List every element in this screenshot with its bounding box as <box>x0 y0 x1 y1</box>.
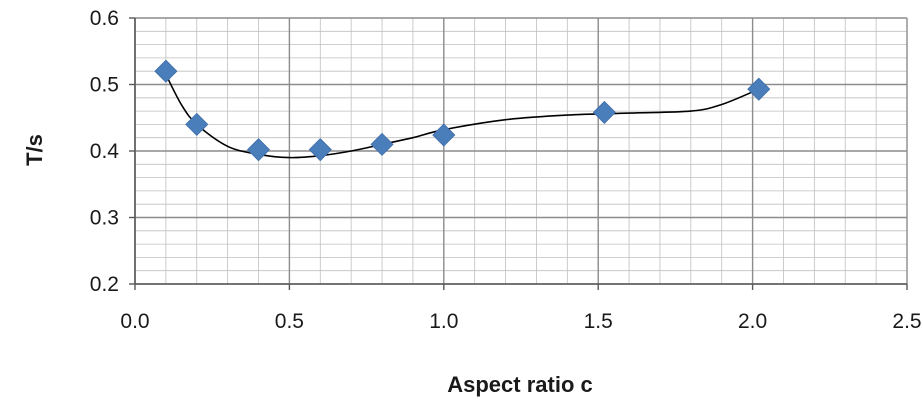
x-tick-label: 0.5 <box>275 310 304 333</box>
data-point <box>246 138 271 162</box>
x-tick-label: 0.0 <box>120 310 149 333</box>
x-tick-label: 1.5 <box>584 310 613 333</box>
y-tick-label: 0.2 <box>90 273 119 296</box>
data-point <box>308 138 332 162</box>
y-tick-labels: 0.2 0.3 0.4 0.5 0.6 <box>90 7 120 296</box>
y-tick-label: 0.6 <box>90 7 119 30</box>
data-point <box>185 112 209 136</box>
data-point <box>747 77 771 101</box>
y-tick-label: 0.3 <box>90 207 119 230</box>
x-tick-label: 2.0 <box>738 310 767 333</box>
data-point <box>154 59 178 83</box>
y-axis-title: T/s <box>22 134 47 166</box>
data-point <box>370 132 394 156</box>
y-tick-label: 0.5 <box>90 74 119 97</box>
x-axis-title: Aspect ratio c <box>447 372 593 397</box>
data-point <box>592 100 616 124</box>
x-tick-label: 2.5 <box>892 310 921 333</box>
axes <box>129 17 908 290</box>
data-points <box>154 59 771 162</box>
x-tick-labels: 0.0 0.5 1.0 1.5 2.0 2.5 <box>120 310 921 333</box>
data-point <box>432 123 456 147</box>
y-tick-label: 0.4 <box>90 140 120 163</box>
x-tick-label: 1.0 <box>429 310 458 333</box>
